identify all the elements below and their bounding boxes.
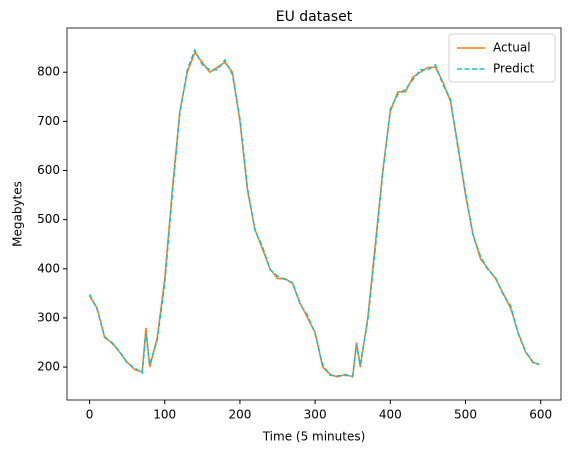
y-axis-label: Megabytes	[11, 181, 25, 247]
y-tick-label: 700	[37, 114, 60, 128]
y-tick-label: 300	[37, 310, 60, 324]
x-tick-label: 0	[86, 408, 94, 422]
legend-label: Predict	[493, 62, 535, 76]
y-tick-label: 500	[37, 212, 60, 226]
x-tick-label: 600	[529, 408, 552, 422]
x-tick-label: 200	[228, 408, 251, 422]
series-line	[88, 51, 540, 378]
y-tick-label: 400	[37, 261, 60, 275]
x-axis-label: Time (5 minutes)	[262, 430, 366, 444]
plot-frame	[66, 27, 562, 401]
x-tick-label: 100	[153, 408, 176, 422]
chart-title: EU dataset	[276, 9, 353, 25]
x-tick-label: 400	[379, 408, 402, 422]
x-tick-label: 500	[454, 408, 477, 422]
y-tick-label: 600	[37, 163, 60, 177]
legend-label: Actual	[493, 41, 531, 55]
x-tick-label: 300	[304, 408, 327, 422]
legend-box	[448, 33, 556, 83]
series-line	[88, 48, 540, 377]
y-tick-label: 200	[37, 360, 60, 374]
y-tick-label: 800	[37, 65, 60, 79]
